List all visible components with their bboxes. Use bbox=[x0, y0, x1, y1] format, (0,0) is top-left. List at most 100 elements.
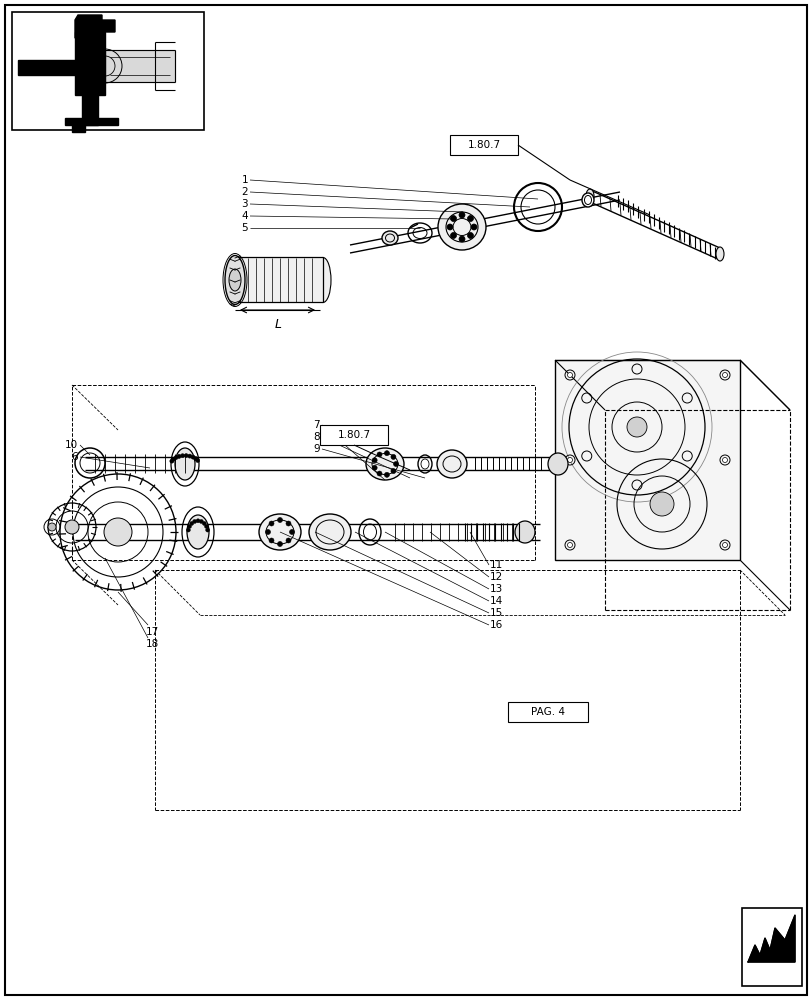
Circle shape bbox=[567, 458, 572, 462]
Text: 13: 13 bbox=[489, 584, 503, 594]
Circle shape bbox=[177, 454, 181, 458]
Circle shape bbox=[104, 518, 132, 546]
Circle shape bbox=[376, 471, 381, 476]
Ellipse shape bbox=[514, 521, 534, 543]
Circle shape bbox=[174, 456, 178, 460]
Circle shape bbox=[265, 530, 270, 534]
Circle shape bbox=[450, 216, 456, 222]
Circle shape bbox=[567, 372, 572, 377]
Circle shape bbox=[450, 232, 456, 238]
Text: 1.80.7: 1.80.7 bbox=[337, 430, 370, 440]
Circle shape bbox=[48, 523, 56, 531]
Circle shape bbox=[186, 528, 190, 532]
Circle shape bbox=[649, 492, 673, 516]
Circle shape bbox=[384, 472, 389, 477]
Circle shape bbox=[204, 524, 208, 528]
Circle shape bbox=[467, 232, 473, 238]
Circle shape bbox=[195, 519, 200, 523]
Text: 11: 11 bbox=[489, 560, 503, 570]
Circle shape bbox=[371, 458, 376, 463]
Circle shape bbox=[470, 224, 476, 230]
Text: 8: 8 bbox=[313, 432, 320, 442]
Ellipse shape bbox=[315, 257, 331, 302]
Ellipse shape bbox=[437, 204, 486, 250]
Ellipse shape bbox=[715, 247, 723, 261]
Circle shape bbox=[268, 521, 273, 526]
Text: 15: 15 bbox=[489, 608, 503, 618]
Circle shape bbox=[722, 542, 727, 548]
Circle shape bbox=[722, 372, 727, 377]
Polygon shape bbox=[18, 60, 75, 75]
Bar bbox=[508, 702, 587, 722]
Ellipse shape bbox=[259, 514, 301, 550]
Ellipse shape bbox=[175, 448, 195, 480]
Text: 5: 5 bbox=[241, 223, 247, 233]
Circle shape bbox=[390, 454, 396, 459]
Ellipse shape bbox=[547, 453, 568, 475]
Circle shape bbox=[376, 452, 381, 457]
Circle shape bbox=[393, 462, 398, 466]
Text: 6: 6 bbox=[71, 452, 78, 462]
Text: 17: 17 bbox=[145, 627, 158, 637]
Ellipse shape bbox=[225, 255, 245, 304]
Bar bbox=[554, 360, 739, 560]
Polygon shape bbox=[105, 50, 175, 82]
Circle shape bbox=[458, 236, 465, 242]
Ellipse shape bbox=[229, 269, 241, 291]
Circle shape bbox=[290, 530, 294, 534]
Polygon shape bbox=[72, 124, 85, 132]
Circle shape bbox=[446, 224, 453, 230]
Circle shape bbox=[390, 469, 396, 474]
Circle shape bbox=[205, 528, 209, 532]
Polygon shape bbox=[65, 118, 118, 125]
Circle shape bbox=[171, 457, 175, 461]
Text: 14: 14 bbox=[489, 596, 503, 606]
Ellipse shape bbox=[581, 193, 594, 207]
Circle shape bbox=[371, 465, 376, 470]
Circle shape bbox=[191, 455, 195, 459]
Text: 7: 7 bbox=[313, 420, 320, 430]
Circle shape bbox=[187, 524, 191, 528]
Circle shape bbox=[285, 538, 290, 543]
Polygon shape bbox=[747, 915, 794, 962]
Circle shape bbox=[169, 459, 174, 463]
Polygon shape bbox=[75, 15, 115, 38]
Bar bbox=[320, 425, 388, 445]
Bar bbox=[234, 257, 323, 302]
Circle shape bbox=[467, 216, 473, 222]
Text: 9: 9 bbox=[313, 444, 320, 454]
Circle shape bbox=[194, 457, 198, 461]
Bar bbox=[12, 12, 204, 130]
Circle shape bbox=[190, 521, 194, 525]
Ellipse shape bbox=[309, 514, 350, 550]
Circle shape bbox=[722, 458, 727, 462]
Text: L: L bbox=[274, 318, 281, 331]
Circle shape bbox=[458, 212, 465, 218]
Polygon shape bbox=[82, 95, 98, 125]
Circle shape bbox=[567, 542, 572, 548]
Circle shape bbox=[200, 519, 203, 523]
Circle shape bbox=[180, 454, 184, 458]
Text: 2: 2 bbox=[241, 187, 247, 197]
Circle shape bbox=[285, 521, 290, 526]
Circle shape bbox=[626, 417, 646, 437]
Ellipse shape bbox=[366, 448, 404, 480]
Circle shape bbox=[268, 538, 273, 543]
Bar bbox=[741, 908, 801, 986]
Ellipse shape bbox=[436, 450, 466, 478]
Text: 18: 18 bbox=[145, 639, 158, 649]
Circle shape bbox=[65, 520, 79, 534]
Text: 1: 1 bbox=[241, 175, 247, 185]
Circle shape bbox=[202, 521, 206, 525]
Circle shape bbox=[187, 454, 191, 458]
Text: 10: 10 bbox=[65, 440, 78, 450]
Circle shape bbox=[192, 519, 196, 523]
Polygon shape bbox=[75, 32, 105, 95]
Text: 3: 3 bbox=[241, 199, 247, 209]
Circle shape bbox=[277, 542, 282, 546]
Ellipse shape bbox=[586, 189, 594, 203]
Ellipse shape bbox=[187, 515, 208, 549]
Bar bbox=[449, 135, 517, 155]
Text: PAG. 4: PAG. 4 bbox=[530, 707, 564, 717]
Circle shape bbox=[184, 454, 188, 458]
